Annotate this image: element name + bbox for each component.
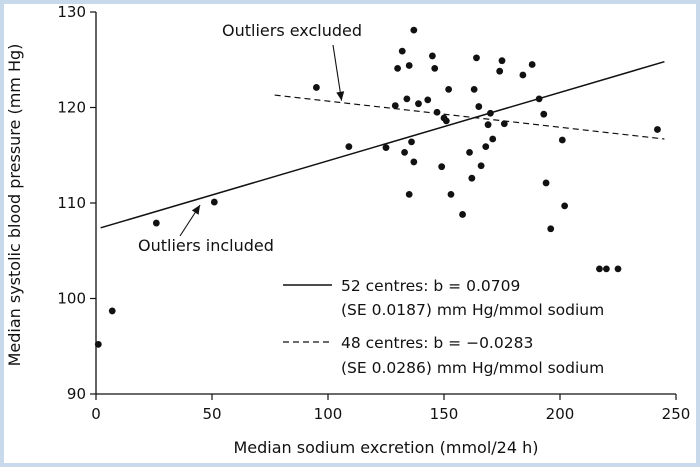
data-point (408, 138, 415, 146)
data-point (431, 64, 439, 72)
data-point (547, 225, 555, 233)
x-tick-label: 100 (314, 405, 343, 423)
data-point (415, 100, 422, 108)
annotation-excluded-arrow-head (336, 91, 345, 101)
data-point (603, 265, 610, 273)
data-point (445, 85, 453, 93)
data-point (394, 64, 401, 72)
x-tick-label: 50 (202, 405, 221, 423)
data-point (447, 191, 455, 198)
data-point (558, 136, 566, 144)
legend-entry-2-line2: (SE 0.0286) mm Hg/mmol sodium (341, 359, 604, 377)
data-point (410, 26, 418, 34)
data-point (401, 148, 408, 156)
legend-entry-2-line1: 48 centres: b = −0.0283 (341, 334, 533, 352)
data-point (496, 67, 504, 75)
data-point (482, 143, 490, 151)
data-point (468, 174, 476, 182)
data-point (405, 62, 413, 69)
y-tick-label: 110 (57, 194, 86, 212)
data-point (433, 108, 441, 116)
data-point (473, 54, 480, 62)
data-point (403, 95, 411, 103)
x-tick-label: 200 (546, 405, 575, 423)
data-point (210, 198, 218, 206)
legend-entry-1-line2: (SE 0.0187) mm Hg/mmol sodium (341, 301, 604, 319)
data-point (152, 219, 160, 227)
data-point (438, 163, 446, 171)
data-point (561, 202, 569, 210)
y-axis-label: Median systolic blood pressure (mm Hg) (5, 44, 24, 367)
data-point (459, 211, 466, 218)
x-axis-label: Median sodium excretion (mmol/24 h) (233, 438, 538, 457)
data-point (519, 71, 527, 79)
data-point (500, 120, 508, 128)
data-point (466, 148, 473, 156)
data-point (528, 61, 536, 68)
legend: 52 centres: b = 0.0709 (SE 0.0187) mm Hg… (283, 277, 604, 377)
data-point (391, 102, 399, 109)
data-point (489, 135, 497, 143)
data-point (614, 265, 622, 273)
data-point (429, 52, 436, 60)
annotation-outliers-included: Outliers included (138, 236, 274, 255)
regression-line-52-centres (100, 60, 665, 229)
annotation-included-arrow-head (191, 205, 201, 215)
data-point (487, 109, 494, 117)
data-point (313, 84, 320, 91)
data-point (535, 95, 543, 103)
data-point (424, 96, 432, 104)
data-point (405, 191, 413, 198)
x-tick-label: 150 (430, 405, 459, 423)
data-point (542, 179, 550, 187)
y-tick-label: 100 (57, 290, 86, 308)
legend-entry-1-line1: 52 centres: b = 0.0709 (341, 277, 520, 295)
data-point (484, 121, 492, 129)
data-point (596, 265, 603, 273)
annotation-outliers-excluded: Outliers excluded (222, 21, 362, 40)
data-point (108, 307, 116, 315)
y-tick-label: 120 (57, 99, 86, 117)
data-point (475, 103, 483, 110)
x-tick-label: 0 (91, 405, 101, 423)
y-tick-label: 130 (57, 3, 86, 21)
y-tick-label: 90 (67, 385, 86, 403)
data-point (398, 47, 406, 55)
data-point (477, 162, 485, 170)
regression-line-48-centres (274, 94, 665, 140)
x-tick-label: 250 (662, 405, 691, 423)
data-point (410, 158, 418, 166)
data-point (345, 143, 353, 151)
data-point (382, 144, 390, 152)
data-point (540, 110, 548, 118)
data-point (654, 126, 661, 133)
annotation-excluded-arrow-line (332, 44, 343, 101)
data-point (442, 117, 450, 125)
data-point (94, 340, 102, 348)
data-point (470, 85, 478, 93)
data-point (498, 57, 506, 65)
